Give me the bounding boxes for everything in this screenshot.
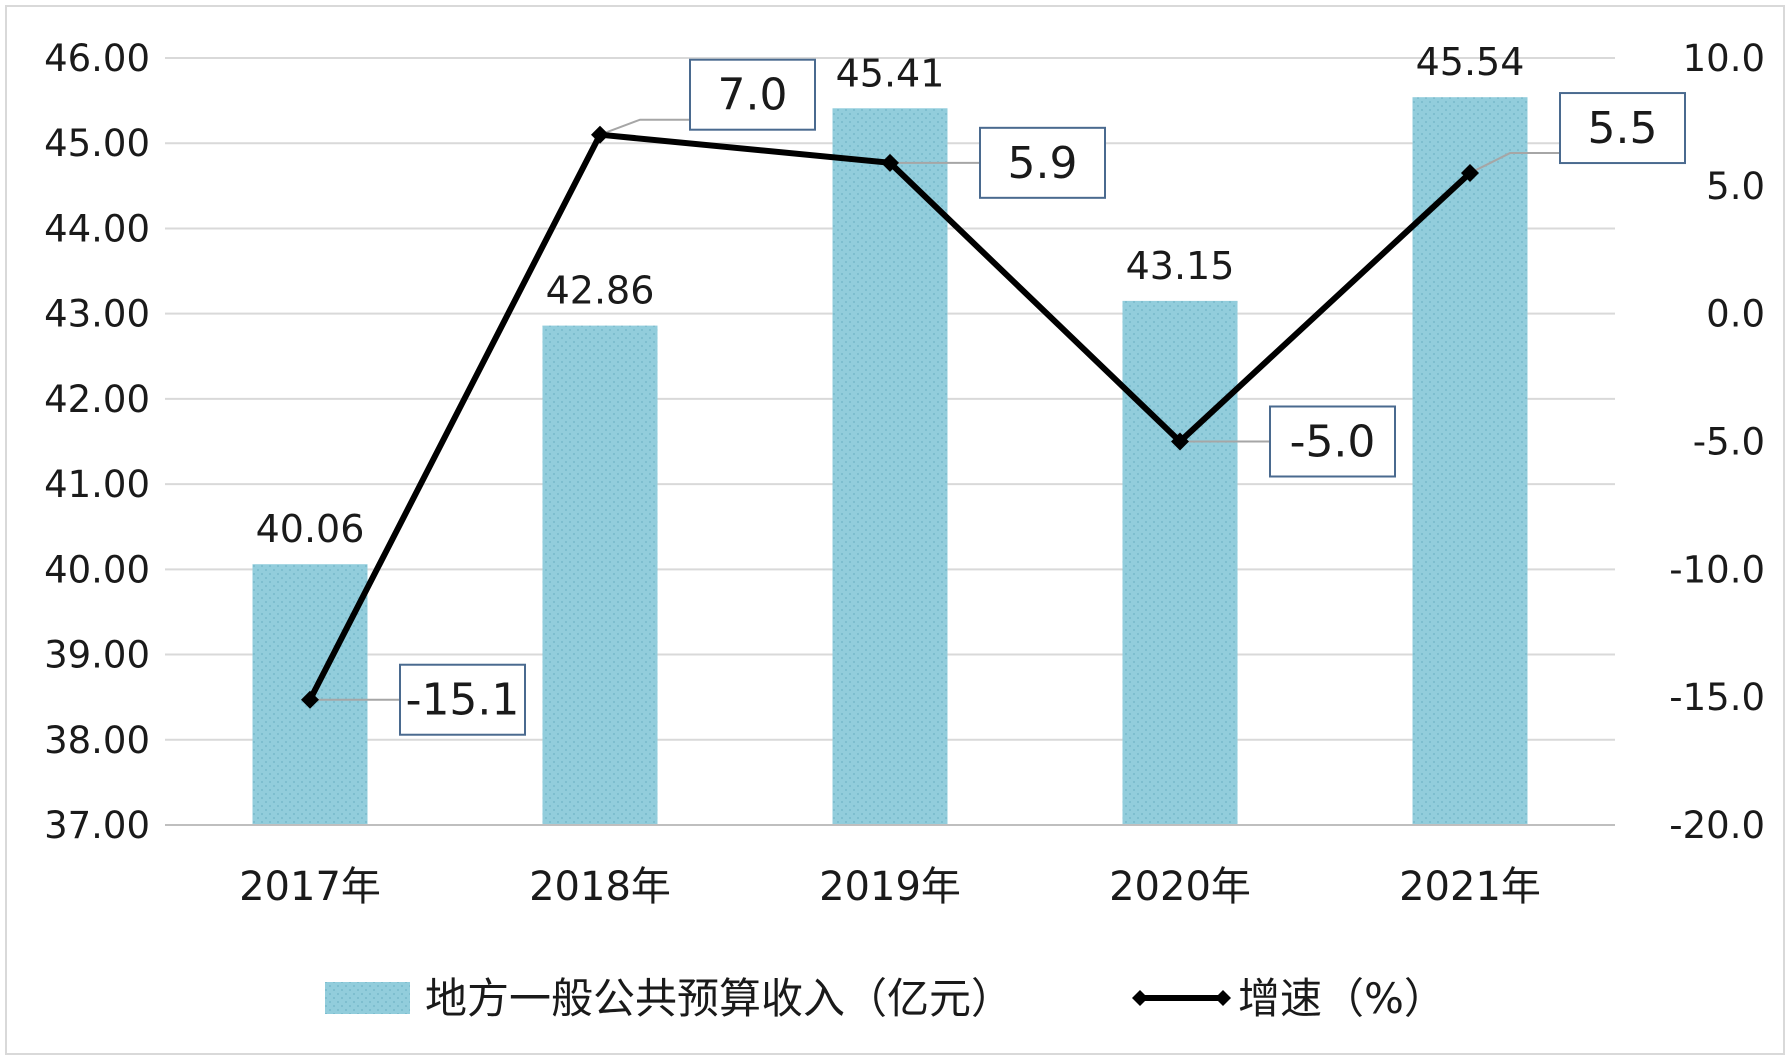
leader-line xyxy=(599,118,690,136)
line-point xyxy=(591,125,609,144)
bar xyxy=(1412,97,1528,826)
bar xyxy=(542,325,658,825)
x-tick-label: 2017年 xyxy=(239,864,381,910)
y-axis-right: -20.0 -15.0 -10.0 -5.0 0.0 5.0 10.0 xyxy=(1669,37,1765,847)
y-left-tick-label: 44.00 xyxy=(44,207,150,250)
line-label-box xyxy=(1269,405,1396,478)
bar-data-labels: 40.06 42.86 45.41 43.15 45.54 xyxy=(256,40,1525,551)
bar-data-label: 43.15 xyxy=(1126,244,1235,288)
bar-data-label: 45.41 xyxy=(836,51,945,95)
line-label-box xyxy=(689,58,816,131)
x-tick-label: 2021年 xyxy=(1399,864,1541,910)
x-axis: 2017年 2018年 2019年 2020年 2021年 xyxy=(165,824,1615,910)
legend-line-marker-left xyxy=(1132,990,1148,1006)
line-label-box xyxy=(1559,92,1686,165)
y-left-tick-label: 42.00 xyxy=(44,378,150,421)
y-left-tick-label: 43.00 xyxy=(44,293,150,336)
line-data-label: 7.0 xyxy=(718,70,788,121)
line-label-box xyxy=(399,663,526,736)
y-left-tick-label: 38.00 xyxy=(44,719,150,762)
line-point xyxy=(301,690,319,709)
line-data-label: 5.9 xyxy=(1008,138,1078,189)
line-point xyxy=(1461,164,1479,183)
bar xyxy=(832,108,948,825)
line-data-label: -5.0 xyxy=(1290,417,1376,468)
y-left-tick-label: 41.00 xyxy=(44,463,150,506)
line-data-labels: -15.1 7.0 5.9 -5.0 5.5 xyxy=(399,58,1686,736)
y-left-tick-label: 40.00 xyxy=(44,548,150,591)
y-axis-left: 37.00 38.00 39.00 40.00 41.00 42.00 43.00 44.00… xyxy=(44,37,150,847)
bar-data-label: 40.06 xyxy=(256,507,365,551)
legend: 地方一般公共预算收入（亿元） 增速（%） xyxy=(325,974,1446,1023)
bar xyxy=(1122,300,1238,826)
x-tick-label: 2020年 xyxy=(1109,864,1251,910)
legend-line-label: 增速（%） xyxy=(1238,974,1446,1023)
y-right-tick-label: 10.0 xyxy=(1683,37,1765,80)
bar-series xyxy=(252,97,1528,826)
line-point xyxy=(881,153,899,172)
bar-data-label: 45.54 xyxy=(1416,40,1525,84)
y-right-tick-label: -5.0 xyxy=(1693,421,1765,464)
legend-bar-label: 地方一般公共预算收入（亿元） xyxy=(425,974,1013,1023)
bar-data-label: 42.86 xyxy=(546,269,655,313)
y-right-tick-label: 5.0 xyxy=(1706,165,1765,208)
y-right-tick-label: -10.0 xyxy=(1669,548,1765,591)
line-data-label: -15.1 xyxy=(406,675,520,726)
y-left-tick-label: 39.00 xyxy=(44,634,150,677)
y-right-tick-label: -15.0 xyxy=(1669,676,1765,719)
leader-lines xyxy=(310,118,1560,701)
y-right-tick-label: 0.0 xyxy=(1706,293,1765,336)
line-series xyxy=(301,125,1479,709)
x-tick-label: 2019年 xyxy=(819,864,961,910)
legend-line-marker-right xyxy=(1215,990,1231,1006)
line-data-label: 5.5 xyxy=(1588,103,1658,154)
y-left-tick-label: 46.00 xyxy=(44,37,150,80)
x-tick-label: 2018年 xyxy=(529,864,671,910)
y-left-tick-label: 45.00 xyxy=(44,122,150,165)
y-right-tick-label: -20.0 xyxy=(1669,804,1765,847)
legend-bar-swatch xyxy=(325,982,410,1014)
y-left-tick-label: 37.00 xyxy=(44,804,150,847)
line-label-box xyxy=(979,126,1106,199)
leader-line xyxy=(1469,152,1560,174)
line-point xyxy=(1171,432,1189,451)
